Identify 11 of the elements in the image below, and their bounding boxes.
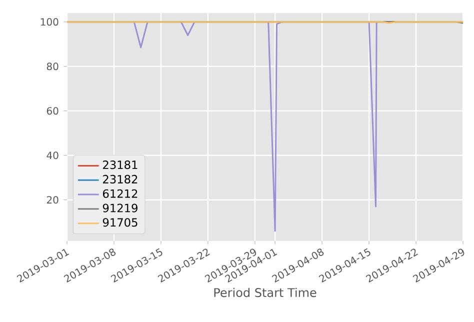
x-axis-title: Period Start Time [214, 288, 316, 298]
legend-label: 91219 [102, 204, 138, 212]
legend-label: 23181 [103, 160, 138, 170]
y-tick-label: 80 [46, 62, 58, 70]
y-tick-label: 100 [40, 18, 58, 26]
y-tick-label: 40 [46, 152, 58, 160]
y-tick-label: 20 [46, 196, 58, 204]
legend-label: 91705 [102, 218, 138, 227]
y-tick-label: 60 [46, 107, 58, 115]
legend-label: 23182 [103, 174, 138, 184]
legend-label: 61212 [103, 189, 138, 198]
